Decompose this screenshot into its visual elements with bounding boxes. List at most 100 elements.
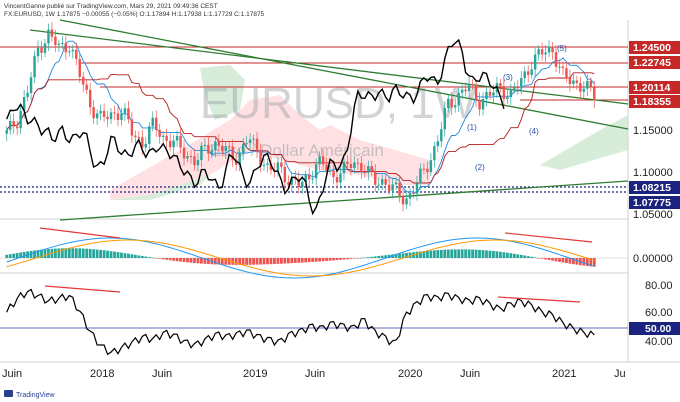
macd-bar bbox=[328, 258, 332, 261]
macd-bar bbox=[92, 249, 96, 258]
macd-bar bbox=[335, 258, 339, 261]
time-axis-label: 2021 bbox=[552, 368, 576, 380]
macd-bar bbox=[286, 258, 290, 264]
macd-bar bbox=[133, 254, 137, 258]
svg-text:50.00: 50.00 bbox=[645, 323, 671, 335]
candle-body bbox=[440, 129, 443, 142]
macd-bar bbox=[443, 249, 447, 258]
candle-body bbox=[474, 85, 478, 100]
macd-bar bbox=[234, 258, 238, 265]
tradingview-icon bbox=[4, 390, 13, 397]
macd-divergence-line-2 bbox=[504, 232, 593, 243]
macd-bar bbox=[422, 251, 426, 258]
macd-bar bbox=[363, 257, 367, 259]
macd-bar bbox=[332, 258, 335, 261]
macd-bar bbox=[373, 256, 377, 258]
candle-body bbox=[241, 144, 245, 153]
candle-body bbox=[502, 86, 506, 100]
candle-body bbox=[217, 141, 221, 146]
time-axis-label: Ju bbox=[614, 368, 626, 380]
candle-body bbox=[401, 195, 405, 205]
macd-bar bbox=[189, 258, 193, 263]
candle-body bbox=[71, 49, 75, 52]
macd-bar bbox=[478, 249, 481, 258]
macd-bar bbox=[106, 250, 109, 258]
macd-bar bbox=[304, 258, 308, 263]
candle-body bbox=[325, 164, 328, 171]
macd-bar bbox=[551, 258, 554, 261]
macd-bar bbox=[196, 258, 200, 264]
macd-bar bbox=[74, 248, 78, 258]
candle-body bbox=[57, 43, 61, 46]
macd-bar bbox=[273, 258, 276, 265]
candle-body bbox=[50, 29, 54, 37]
price-axis-tick: 1.15000 bbox=[633, 125, 673, 137]
candle-body bbox=[68, 51, 71, 53]
candle-body bbox=[516, 87, 519, 89]
candle-body bbox=[172, 140, 175, 148]
macd-bar bbox=[109, 251, 113, 258]
tradingview-logo[interactable]: TradingView bbox=[4, 390, 55, 399]
candle-body bbox=[579, 82, 582, 92]
time-axis-label: Juin bbox=[460, 368, 480, 380]
macd-bar bbox=[279, 258, 283, 264]
macd-bar bbox=[488, 250, 492, 258]
macd-bar bbox=[499, 251, 502, 258]
macd-bar bbox=[78, 248, 82, 258]
candle-body bbox=[520, 78, 523, 88]
candle-body bbox=[130, 119, 134, 136]
macd-bar bbox=[537, 258, 541, 259]
candle-body bbox=[189, 156, 193, 158]
candle-body bbox=[464, 89, 467, 92]
rsi-axis-tick: 40.00 bbox=[645, 336, 673, 348]
macd-bar bbox=[137, 255, 141, 258]
candle-body bbox=[5, 129, 8, 134]
candle-body bbox=[248, 139, 252, 144]
lagging-span-line bbox=[6, 38, 505, 216]
macd-bar bbox=[526, 256, 530, 258]
time-axis-label: 2020 bbox=[398, 368, 422, 380]
candle-body bbox=[106, 117, 109, 120]
macd-bar bbox=[85, 248, 89, 258]
candle-body bbox=[443, 108, 446, 130]
candle-body bbox=[314, 164, 318, 179]
candle-body bbox=[33, 56, 36, 78]
candle-body bbox=[367, 166, 370, 173]
wave-label-1: (1) bbox=[467, 123, 477, 132]
macd-bar bbox=[446, 249, 450, 258]
price-tag-120114: 1.20114 bbox=[629, 81, 680, 94]
macd-bar bbox=[200, 258, 203, 264]
macd-bar bbox=[415, 251, 419, 258]
time-axis-label: Juin bbox=[305, 368, 325, 380]
macd-bar bbox=[582, 258, 586, 266]
candle-body bbox=[186, 156, 189, 159]
candle-body bbox=[179, 135, 182, 148]
macd-bar bbox=[144, 256, 148, 258]
macd-bar bbox=[5, 254, 9, 258]
candle-body bbox=[210, 150, 214, 154]
macd-bar bbox=[19, 252, 23, 258]
macd-bar bbox=[206, 258, 210, 265]
macd-bar bbox=[314, 258, 318, 262]
candle-body bbox=[433, 146, 436, 161]
macd-bar bbox=[592, 258, 596, 267]
candle-body bbox=[95, 113, 99, 119]
macd-axis-tick: 0.00000 bbox=[633, 253, 673, 265]
candle-body bbox=[506, 97, 509, 100]
candle-body bbox=[523, 71, 526, 79]
macd-bar bbox=[113, 251, 116, 258]
rsi-axis-tick: 80.00 bbox=[645, 280, 673, 292]
candle-body bbox=[304, 174, 307, 182]
macd-bar bbox=[509, 253, 513, 258]
candle-body bbox=[200, 145, 203, 161]
macd-bar bbox=[439, 249, 443, 258]
macd-bar bbox=[60, 248, 64, 258]
candle-body bbox=[572, 80, 575, 84]
svg-text:1.07775: 1.07775 bbox=[633, 197, 671, 209]
macd-bar bbox=[572, 258, 575, 265]
macd-bar bbox=[64, 248, 68, 258]
candle-body bbox=[280, 162, 283, 167]
candle-body bbox=[168, 140, 172, 148]
macd-bar bbox=[352, 258, 356, 259]
candle-body bbox=[196, 160, 200, 166]
